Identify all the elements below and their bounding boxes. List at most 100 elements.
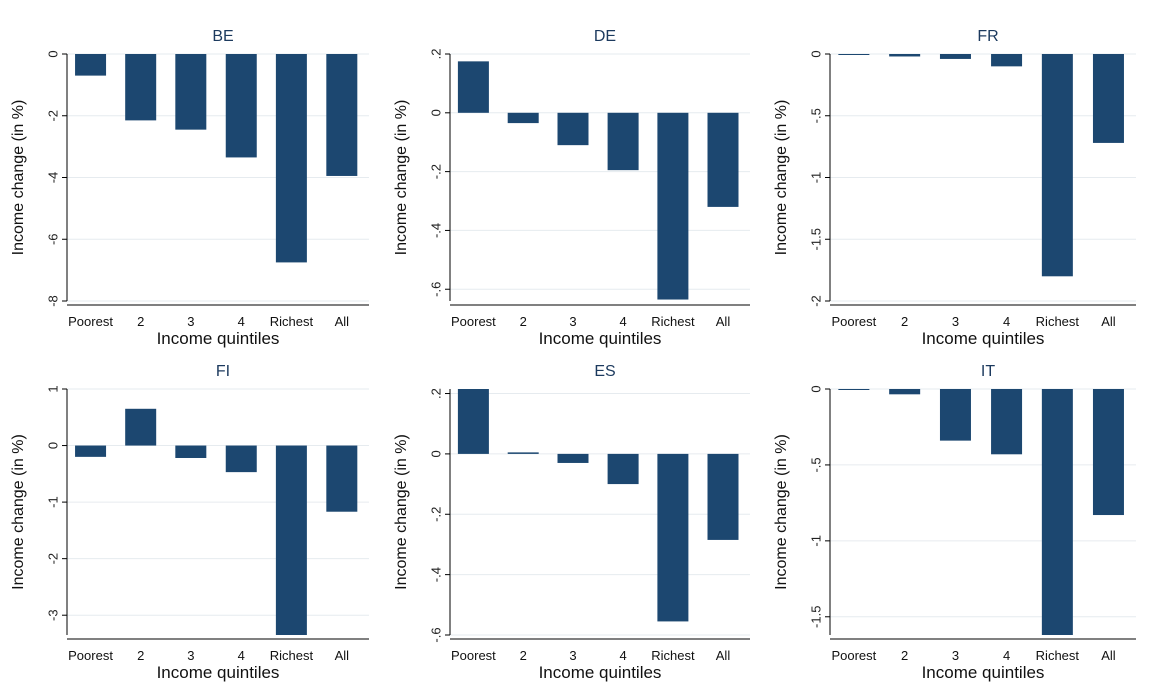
panel-es: .2 0 -.2 -.4 -.6 Poorest 2 3 4 Richest All Income q…: [393, 363, 750, 682]
x-tick-label: 3: [569, 648, 576, 663]
x-tick-label: Richest: [270, 648, 314, 663]
bar-poorest: [75, 54, 107, 76]
y-tick-label: -1.5: [808, 228, 823, 250]
y-tick-label: -1: [808, 535, 823, 547]
bar-3: [939, 389, 971, 441]
y-tick-label: -.2: [428, 164, 443, 179]
x-tick-label: Richest: [651, 314, 695, 329]
panel-it: 0 -.5 -1 -1.5 Poorest 2 3 4 Richest All Income qui…: [773, 363, 1136, 682]
y-tick-label: -2: [808, 295, 823, 307]
x-tick-label: 2: [901, 648, 908, 663]
y-tick-label: -4: [45, 172, 60, 184]
y-tick-label: -1: [45, 496, 60, 508]
bar-richest: [657, 453, 689, 622]
y-tick-label: -1.5: [808, 606, 823, 628]
y-tick-label: 0: [428, 109, 443, 116]
x-axis-title: Income quintiles: [539, 663, 662, 682]
bar-poorest: [457, 389, 489, 454]
panel-title: IT: [981, 363, 995, 380]
x-tick-label: 2: [901, 314, 908, 329]
y-axis-title: Income change (in %): [393, 100, 410, 256]
x-tick-label: Richest: [651, 648, 695, 663]
bar-2: [125, 54, 157, 121]
bar-all: [326, 445, 358, 512]
x-tick-label: 4: [1003, 314, 1010, 329]
x-tick-label: 4: [619, 314, 626, 329]
y-tick-label: .2: [428, 388, 443, 399]
bar-all: [326, 54, 358, 176]
y-axis-title: Income change (in %): [773, 100, 790, 256]
x-axis-title: Income quintiles: [157, 329, 280, 348]
x-tick-label: 3: [187, 648, 194, 663]
bar-2: [507, 112, 539, 124]
bar-all: [707, 453, 739, 540]
bar-richest: [275, 54, 307, 263]
panel-de: .2 0 -.2 -.4 -.6 Poorest 2 3 4 Richest All Income q…: [393, 28, 750, 348]
bar-3: [175, 54, 207, 130]
panel-title: ES: [594, 363, 615, 380]
bar-3: [939, 54, 971, 59]
x-tick-label: Richest: [1036, 648, 1080, 663]
y-tick-label: -.6: [428, 282, 443, 297]
y-tick-label: -.5: [808, 457, 823, 472]
bar-richest: [275, 445, 307, 635]
x-tick-label: All: [716, 648, 731, 663]
y-tick-label: 0: [45, 50, 60, 57]
x-axis-title: Income quintiles: [539, 329, 662, 348]
x-tick-label: All: [335, 314, 350, 329]
panel-be: 0 -2 -4 -6 -8 Poorest 2 3 4 Richest All Income quin…: [10, 28, 369, 348]
y-axis-title: Income change (in %): [10, 434, 27, 590]
y-tick-label: -.4: [428, 223, 443, 238]
x-tick-label: All: [1101, 648, 1116, 663]
y-axis-title: Income change (in %): [773, 434, 790, 590]
x-tick-label: 2: [520, 648, 527, 663]
bar-poorest: [838, 54, 870, 55]
y-tick-label: -3: [45, 609, 60, 621]
bar-2: [125, 408, 157, 446]
panel-fi: 1 0 -1 -2 -3 Poorest 2 3 4 Richest All Income quint…: [10, 363, 369, 682]
y-tick-label: .2: [428, 49, 443, 60]
y-tick-label: -8: [45, 295, 60, 307]
bar-3: [557, 453, 589, 463]
bar-2: [889, 389, 921, 395]
y-tick-label: 0: [45, 442, 60, 449]
bar-all: [1092, 389, 1124, 516]
bar-all: [707, 112, 739, 207]
panel-fr: 0 -.5 -1 -1.5 -2 Poorest 2 3 4 Richest All Income q…: [773, 28, 1136, 348]
bar-poorest: [75, 445, 107, 457]
y-tick-label: -.4: [428, 567, 443, 582]
y-tick-label: 1: [45, 385, 60, 392]
x-tick-label: 3: [569, 314, 576, 329]
x-tick-label: Poorest: [831, 648, 876, 663]
x-tick-label: All: [335, 648, 350, 663]
y-tick-label: -2: [45, 110, 60, 122]
x-tick-label: All: [1101, 314, 1116, 329]
bar-all: [1092, 54, 1124, 143]
x-tick-label: Poorest: [831, 314, 876, 329]
bar-4: [607, 112, 639, 171]
x-tick-label: 2: [137, 648, 144, 663]
bar-4: [991, 54, 1023, 67]
x-axis-title: Income quintiles: [922, 329, 1045, 348]
x-tick-label: All: [716, 314, 731, 329]
x-tick-label: 3: [187, 314, 194, 329]
bar-4: [991, 389, 1023, 455]
x-tick-label: 3: [952, 648, 959, 663]
x-tick-label: 4: [619, 648, 626, 663]
x-tick-label: Richest: [1036, 314, 1080, 329]
x-tick-label: Poorest: [68, 314, 113, 329]
bar-3: [557, 112, 589, 146]
panel-title: DE: [594, 28, 616, 45]
y-axis-title: Income change (in %): [10, 100, 27, 256]
x-tick-label: 2: [137, 314, 144, 329]
bar-richest: [1041, 389, 1073, 635]
bar-4: [225, 445, 257, 473]
bar-poorest: [457, 61, 489, 113]
x-tick-label: 3: [952, 314, 959, 329]
x-tick-label: 4: [238, 314, 245, 329]
bar-3: [175, 445, 207, 458]
x-axis-title: Income quintiles: [922, 663, 1045, 682]
bar-richest: [657, 112, 689, 300]
x-tick-label: 4: [1003, 648, 1010, 663]
